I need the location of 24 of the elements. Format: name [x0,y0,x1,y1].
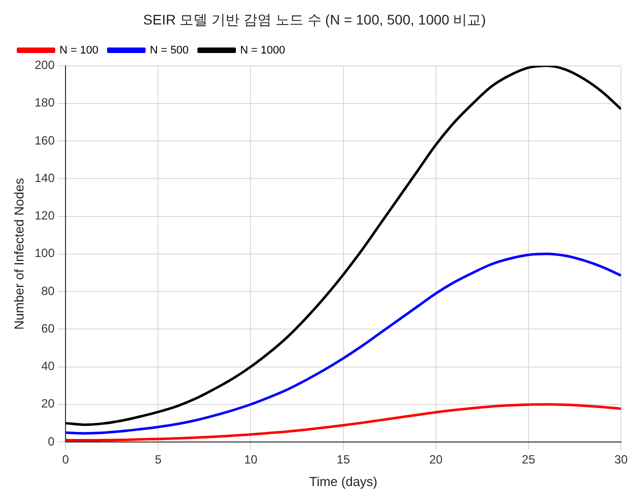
legend-label: N = 100 [60,44,98,56]
y-tick-label: 20 [41,396,55,411]
x-tick-label: 15 [336,452,350,467]
x-tick-label: 25 [522,452,536,467]
legend-label: N = 1000 [240,44,286,56]
x-tick-label: 5 [154,452,162,467]
y-tick-label: 100 [34,246,55,260]
y-tick-label: 0 [48,434,55,448]
x-axis-title: Time (days) [309,474,378,489]
y-tick-label: 200 [34,58,55,72]
y-tick-label: 140 [34,170,55,185]
x-tick-label: 0 [62,452,70,467]
y-tick-label: 60 [41,321,55,336]
y-tick-label: 80 [41,284,55,298]
y-tick-label: 40 [41,359,55,374]
y-axis-title: Number of Infected Nodes [11,178,26,330]
x-tick-label: 10 [244,452,258,467]
y-tick-label: 160 [34,133,55,148]
x-tick-label: 20 [429,452,443,467]
chart-title: SEIR 모델 기반 감염 노드 수 (N = 100, 500, 1000 비교) [143,11,486,28]
y-tick-label: 120 [34,208,55,223]
legend-label: N = 500 [150,44,189,56]
y-tick-label: 180 [34,96,55,110]
x-tick-label: 30 [614,452,628,467]
